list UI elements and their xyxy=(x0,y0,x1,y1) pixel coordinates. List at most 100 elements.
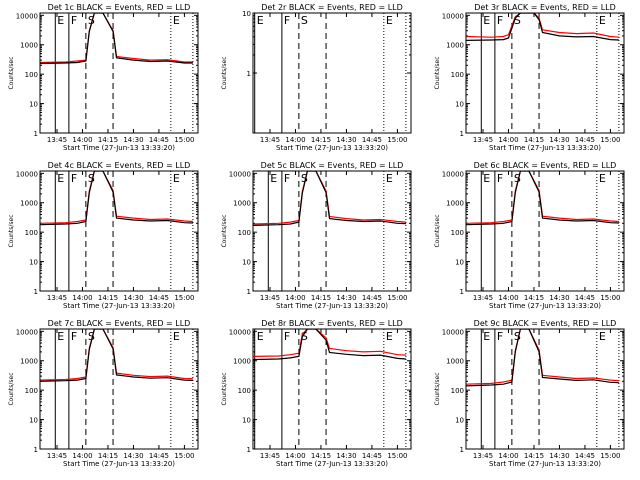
x-tick-label: 14:30 xyxy=(123,452,143,460)
x-axis-label: Start Time (27-Jun-13 13:33:20) xyxy=(63,302,175,310)
plot-frame xyxy=(465,328,625,450)
event-marker-label: E xyxy=(173,14,180,27)
x-tick-label: 14:00 xyxy=(72,452,92,460)
x-tick-label: 14:15 xyxy=(311,294,331,302)
x-tick-label: 13:45 xyxy=(47,294,67,302)
event-marker-label: E xyxy=(173,330,180,343)
series-line-events xyxy=(40,171,193,226)
x-tick-label: 13:45 xyxy=(473,136,493,144)
y-tick-label: 10 xyxy=(455,259,464,267)
y-tick-label: 10000 xyxy=(442,12,464,20)
plot-frame xyxy=(465,12,625,134)
plot-frame xyxy=(465,170,625,292)
y-axis-label: Counts/sec xyxy=(8,372,15,405)
y-tick-label: 1 xyxy=(460,130,464,138)
detector-panel: Det 9c BLACK = Events, RED = LLD 1 10 100 10… xyxy=(434,319,625,468)
event-marker-label: E xyxy=(483,172,490,185)
x-axis-label: Start Time (27-Jun-13 13:33:20) xyxy=(63,144,175,152)
x-tick-label: 14:30 xyxy=(336,136,356,144)
y-tick-label: 10 xyxy=(455,417,464,425)
y-tick-label: 100 xyxy=(451,71,464,79)
event-marker-label: E xyxy=(386,14,393,27)
y-tick-label: 1 xyxy=(34,130,38,138)
event-marker-label: F xyxy=(284,172,290,185)
plot-frame xyxy=(252,328,412,450)
detector-panel: Det 1c BLACK = Events, RED = LLD 1 10 100 10… xyxy=(8,3,199,152)
event-marker-label: E xyxy=(599,330,606,343)
x-tick-label: 14:30 xyxy=(336,452,356,460)
x-tick-label: 14:00 xyxy=(498,452,518,460)
y-tick-label: 100 xyxy=(238,387,251,395)
x-axis-label: Start Time (27-Jun-13 13:33:20) xyxy=(489,460,601,468)
y-tick-label: 10000 xyxy=(16,328,38,336)
x-tick-label: 14:00 xyxy=(285,294,305,302)
x-tick-label: 14:45 xyxy=(149,136,169,144)
x-tick-label: 14:15 xyxy=(98,136,118,144)
x-tick-label: 14:30 xyxy=(336,294,356,302)
event-marker-label: S xyxy=(301,330,308,343)
series-line-lld xyxy=(253,329,406,357)
event-marker-label: F xyxy=(71,14,77,27)
panel-title: Det 8r BLACK = Events, RED = LLD xyxy=(261,319,403,328)
x-tick-label: 15:00 xyxy=(387,452,407,460)
panel-title: Det 9c BLACK = Events, RED = LLD xyxy=(474,319,617,328)
y-axis-label: Counts/sec xyxy=(221,56,228,89)
plot-frame xyxy=(39,170,199,292)
plot-frame xyxy=(39,12,199,134)
event-marker-label: F xyxy=(497,330,503,343)
y-tick-label: 1000 xyxy=(446,200,464,208)
series-line-events xyxy=(466,329,619,387)
plot-frame xyxy=(252,12,412,134)
series-line-events xyxy=(466,13,619,41)
event-marker-label: F xyxy=(497,14,503,27)
event-marker-label: S xyxy=(301,14,308,27)
x-tick-label: 14:15 xyxy=(524,452,544,460)
x-tick-label: 15:00 xyxy=(387,136,407,144)
y-tick-label: 10 xyxy=(29,259,38,267)
y-tick-label: 100 xyxy=(451,229,464,237)
x-tick-label: 14:00 xyxy=(498,136,518,144)
x-tick-label: 15:00 xyxy=(600,452,620,460)
x-tick-label: 15:00 xyxy=(600,294,620,302)
x-tick-label: 14:15 xyxy=(524,294,544,302)
x-tick-label: 13:45 xyxy=(260,136,280,144)
series-line-events xyxy=(253,171,406,226)
panel-title: Det 1c BLACK = Events, RED = LLD xyxy=(48,3,191,12)
y-tick-label: 1 xyxy=(247,288,251,296)
y-axis-label: Counts/sec xyxy=(221,214,228,247)
event-marker-label: S xyxy=(88,330,95,343)
detector-panel: Det 4c BLACK = Events, RED = LLD 1 10 100 10… xyxy=(8,161,199,310)
panel-title: Det 5c BLACK = Events, RED = LLD xyxy=(261,161,404,170)
y-tick-label: 1 xyxy=(247,446,251,454)
x-tick-label: 13:45 xyxy=(260,452,280,460)
event-marker-label: F xyxy=(71,330,77,343)
y-tick-label: 1000 xyxy=(233,358,251,366)
x-axis-label: Start Time (27-Jun-13 13:33:20) xyxy=(276,144,388,152)
event-marker-label: E xyxy=(483,330,490,343)
x-tick-label: 14:15 xyxy=(98,294,118,302)
y-tick-label: 10 xyxy=(455,101,464,109)
event-marker-label: S xyxy=(514,172,521,185)
y-tick-label: 10 xyxy=(242,417,251,425)
plot-frame xyxy=(39,328,199,450)
x-tick-label: 14:15 xyxy=(98,452,118,460)
x-tick-label: 15:00 xyxy=(600,136,620,144)
x-tick-label: 13:45 xyxy=(47,452,67,460)
y-tick-label: 1000 xyxy=(20,42,38,50)
event-marker-label: E xyxy=(386,172,393,185)
x-tick-label: 15:00 xyxy=(174,452,194,460)
x-tick-label: 14:15 xyxy=(311,452,331,460)
panel-title: Det 7c BLACK = Events, RED = LLD xyxy=(48,319,191,328)
event-marker-label: E xyxy=(270,172,277,185)
event-marker-label: S xyxy=(301,172,308,185)
panel-title: Det 2r BLACK = Events, RED = LLD xyxy=(261,3,403,12)
y-axis-label: Counts/sec xyxy=(221,372,228,405)
x-tick-label: 13:45 xyxy=(260,294,280,302)
y-tick-label: 100 xyxy=(25,387,38,395)
series-line-events xyxy=(40,13,193,65)
x-axis-label: Start Time (27-Jun-13 13:33:20) xyxy=(489,302,601,310)
x-axis-label: Start Time (27-Jun-13 13:33:20) xyxy=(489,144,601,152)
y-tick-label: 10000 xyxy=(16,12,38,20)
x-tick-label: 14:00 xyxy=(285,452,305,460)
